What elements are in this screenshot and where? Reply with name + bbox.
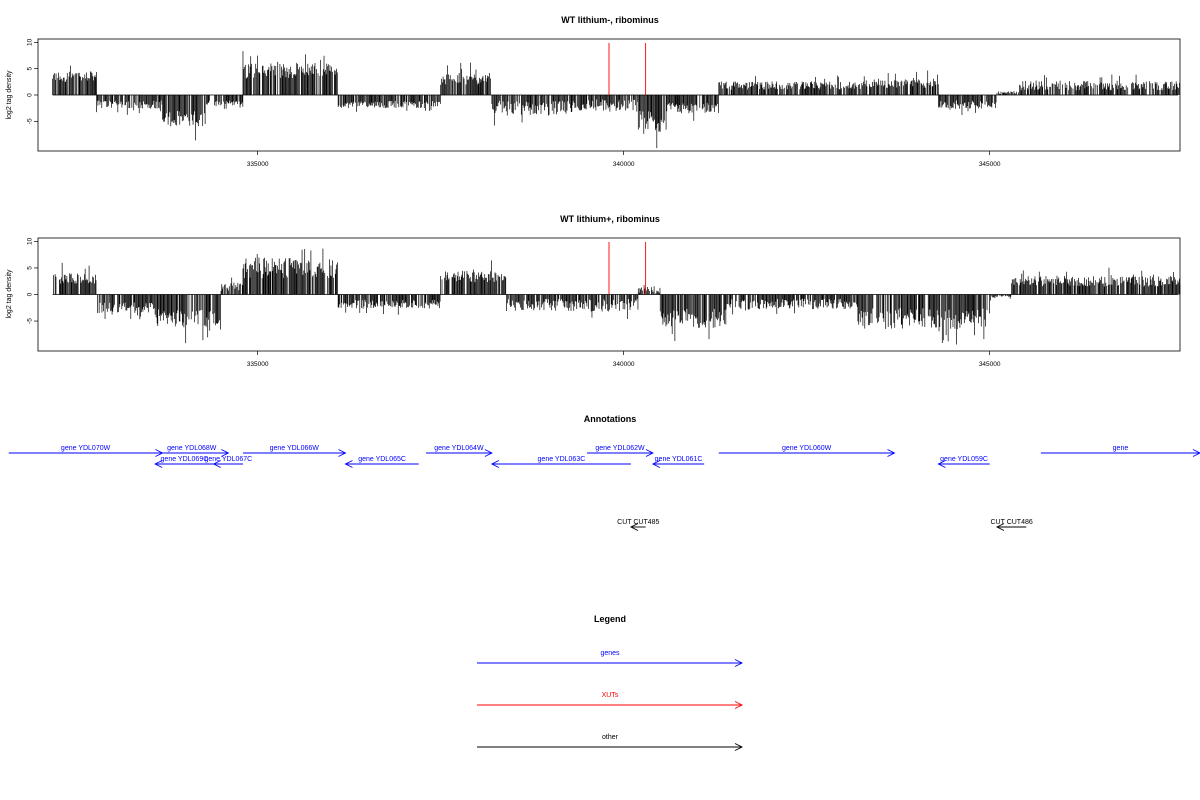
gene-arrow: gene: [1040, 445, 1200, 457]
gene-arrow: gene YDL059C: [937, 456, 990, 468]
gene-arrow: gene YDL069C: [154, 456, 214, 468]
legend-item-genes: genes: [477, 650, 744, 667]
x-tick-label: 335000: [247, 161, 269, 168]
gene-arrow: gene YDL062W: [587, 445, 654, 457]
other-arrow: CUT CUT486: [990, 519, 1033, 531]
legend-item-label: other: [602, 734, 619, 741]
gene-arrow-label: gene YDL060W: [782, 445, 832, 452]
y-tick-label: -5: [27, 118, 34, 124]
legend-title: Legend: [594, 614, 626, 624]
gene-arrow-label: gene YDL070W: [61, 445, 111, 452]
x-tick-label: 340000: [613, 161, 635, 168]
gene-arrow-label: gene YDL061C: [655, 456, 703, 463]
other-arrow: CUT CUT485: [617, 519, 660, 531]
bars-group: [52, 242, 1181, 345]
gene-arrow-label: gene YDL066W: [270, 445, 320, 452]
x-axis: 335000 340000 345000: [247, 351, 1001, 368]
x-tick-label: 345000: [979, 161, 1001, 168]
gene-arrow: gene YDL063C: [490, 456, 631, 468]
gene-arrow-label: gene YDL063C: [538, 456, 586, 463]
panel-lithium-minus: WT lithium-, ribominus log2 tag density …: [6, 15, 1181, 168]
gene-arrow-label: gene YDL065C: [358, 456, 406, 463]
y-tick-label: 10: [27, 38, 34, 46]
x-tick-label: 340000: [613, 361, 635, 368]
gene-arrow-label: gene YDL069C: [161, 456, 209, 463]
gene-arrow-label: gene YDL062W: [595, 445, 645, 452]
y-tick-label: 10: [27, 237, 34, 245]
y-tick-label: 0: [27, 93, 34, 97]
gene-arrow-label: gene YDL068W: [167, 445, 217, 452]
panel-title: WT lithium+, ribominus: [560, 214, 660, 224]
bars-group: [52, 43, 1180, 149]
panel-lithium-plus: WT lithium+, ribominus log2 tag density …: [6, 214, 1181, 368]
other-arrow-label: CUT CUT485: [617, 519, 659, 526]
gene-arrow-label: gene YDL064W: [434, 445, 484, 452]
panel-title: WT lithium-, ribominus: [561, 15, 659, 25]
gene-arrow: gene YDL061C: [651, 456, 705, 468]
legend-item-label: genes: [600, 650, 620, 657]
gene-arrow: gene YDL067C: [204, 456, 252, 468]
gene-arrow-label: gene YDL067C: [204, 456, 252, 463]
gene-arrow-label: gene: [1113, 445, 1129, 452]
y-axis-label: log2 tag density: [6, 70, 13, 120]
legend-item-label: XUTs: [602, 692, 619, 699]
legend-item-other: other: [477, 734, 744, 751]
legend-item-xuts: XUTs: [477, 692, 744, 709]
legend: Legend genes XUTs other: [477, 614, 744, 751]
x-tick-label: 335000: [247, 361, 269, 368]
y-tick-label: 5: [27, 266, 34, 270]
annotations-title: Annotations: [584, 414, 637, 424]
y-axis: -5 0 5 10: [27, 237, 38, 324]
y-axis: -5 0 5 10: [27, 38, 38, 124]
y-axis-label: log2 tag density: [6, 269, 13, 319]
x-axis: 335000 340000 345000: [247, 151, 1001, 168]
y-tick-label: 0: [27, 292, 34, 296]
gene-arrow: gene YDL065C: [344, 456, 419, 468]
y-tick-label: 5: [27, 66, 34, 70]
other-arrow-label: CUT CUT486: [990, 519, 1032, 526]
gene-arrow-label: gene YDL059C: [940, 456, 988, 463]
y-tick-label: -5: [27, 318, 34, 324]
gene-arrow: gene YDL060W: [718, 445, 896, 457]
x-tick-label: 345000: [979, 361, 1001, 368]
gene-arrow: gene YDL064W: [425, 445, 493, 457]
gene-arrow: gene YDL066W: [242, 445, 347, 457]
gene-arrow: gene YDL070W: [8, 445, 164, 457]
annotations-track: Annotations gene YDL070W gene YDL068W gene…: [8, 414, 1200, 531]
legend-items: genes XUTs other: [477, 650, 744, 751]
gene-arrow: gene YDL068W: [155, 445, 230, 457]
